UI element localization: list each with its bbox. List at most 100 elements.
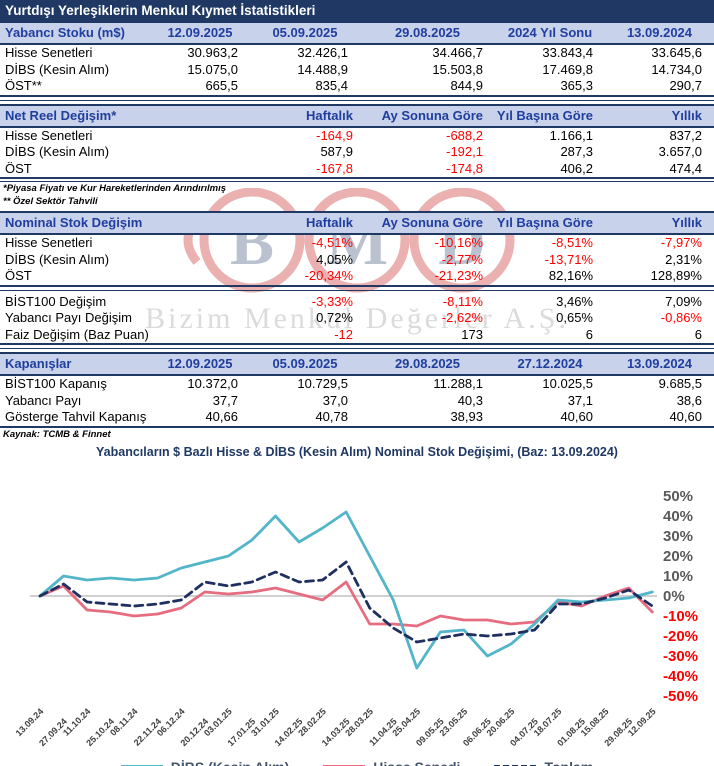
row-value: 17.469,8 xyxy=(542,61,593,77)
nominal-change-table: Nominal Stok Değişim Haftalık Ay Sonuna … xyxy=(0,211,714,287)
row-value: 665,5 xyxy=(150,78,250,97)
table-row: Gösterge Tahvil Kapanış 40,66 40,78 38,93 40… xyxy=(0,409,714,428)
legend-label: Hisse Senedi xyxy=(373,759,460,766)
row-value: -0,86% xyxy=(660,310,702,325)
row-value: 32.426,1 xyxy=(297,45,348,60)
row-value: 406,2 xyxy=(495,160,605,179)
table-row: Yabancı Payı 37,7 37,0 40,3 37,1 38,6 xyxy=(0,393,714,410)
net-real-header: Net Reel Değişim* Haftalık Ay Sonuna Gör… xyxy=(0,103,714,128)
row-value: 287,3 xyxy=(560,144,593,159)
row-value: 10.372,0 xyxy=(187,376,238,391)
row-value: -4,51% xyxy=(311,235,353,250)
row-value: -12 xyxy=(230,326,365,345)
row-value: 0,72% xyxy=(316,310,353,325)
table-row: ÖST -20,34% -21,23% 82,16% 128,89% xyxy=(0,268,714,287)
svg-text:30%: 30% xyxy=(663,528,693,545)
table-row: Hisse Senetleri -4,51% -10,16% -8,51% -7,97% xyxy=(0,234,714,252)
legend-line-swatch xyxy=(323,764,366,766)
chart-block: Yabancıların $ Bazlı Hisse & DİBS (Kesin… xyxy=(0,445,714,766)
table-row: Faiz Değişim (Baz Puan) -12 173 6 6 xyxy=(0,326,714,345)
footnote-ost: ** Özel Sektör Tahvili xyxy=(3,196,98,207)
table-row: Hisse Senetleri -164,9 -688,2 1.166,1 837,2 xyxy=(0,127,714,145)
row-value: 837,2 xyxy=(669,127,702,143)
row-value: 40,78 xyxy=(250,409,360,428)
svg-text:-10%: -10% xyxy=(663,608,698,625)
row-value: -21,23% xyxy=(365,268,495,287)
row-value: -2,62% xyxy=(441,310,483,325)
row-value: 33.843,4 xyxy=(542,45,593,60)
row-value: -192,1 xyxy=(446,144,483,159)
svg-text:20%: 20% xyxy=(663,548,693,565)
svg-text:50%: 50% xyxy=(663,488,693,505)
table-row: DİBS (Kesin Alım) 587,9 -192,1 287,3 3.657,0 xyxy=(0,144,714,161)
row-value: 10.025,5 xyxy=(542,376,593,391)
row-value: 37,1 xyxy=(567,392,593,408)
svg-text:40%: 40% xyxy=(663,508,693,525)
section-divider xyxy=(0,97,714,101)
row-value: 7,09% xyxy=(665,293,702,309)
row-value: -13,71% xyxy=(544,251,593,267)
row-value: 10.729,5 xyxy=(297,376,348,391)
row-value: 37,7 xyxy=(212,392,238,408)
legend-line-swatch xyxy=(120,764,163,766)
net-real-change-table: Net Reel Değişim* Haftalık Ay Sonuna Gör… xyxy=(0,103,714,180)
legend-label: DİBS (Kesin Alım) xyxy=(171,759,290,766)
footnote-market-price: *Piyasa Fiyatı ve Kur Hareketlerinden Ar… xyxy=(0,181,714,195)
svg-text:0%: 0% xyxy=(663,588,685,605)
page-title: Yurtdışı Yerleşiklerin Menkul Kıymet İst… xyxy=(0,0,714,21)
row-label: Hisse Senetleri xyxy=(5,127,93,143)
closings-header: Kapanışlar 12.09.2025 05.09.2025 29.08.2… xyxy=(0,352,714,376)
table-row: BİST100 Değişim -3,33% -8,11% 3,46% 7,09% xyxy=(0,294,714,311)
stock-header-label: Yabancı Stoku (m$) xyxy=(0,21,150,45)
section-divider xyxy=(0,345,714,349)
row-value: 14.734,0 xyxy=(651,61,702,77)
row-value: 37,0 xyxy=(322,392,348,408)
market-change-table: BİST100 Değişim -3,33% -8,11% 3,46% 7,09% Yab… xyxy=(0,294,714,346)
row-value: -8,51% xyxy=(551,235,593,250)
chart-legend: DİBS (Kesin Alım) Hisse Senedi Toplam xyxy=(0,759,714,766)
row-label: Gösterge Tahvil Kapanış xyxy=(0,409,150,428)
row-label: ÖST xyxy=(0,160,230,179)
svg-text:-40%: -40% xyxy=(663,668,698,685)
row-label: DİBS (Kesin Alım) xyxy=(5,144,110,159)
svg-text:13.09.24: 13.09.24 xyxy=(14,706,46,738)
row-value: -3,33% xyxy=(311,293,353,309)
row-value: 30.963,2 xyxy=(187,45,238,60)
row-value: 38,6 xyxy=(676,392,702,408)
row-label: Hisse Senetleri xyxy=(5,45,93,60)
svg-text:-30%: -30% xyxy=(663,648,698,665)
row-value: 34.466,7 xyxy=(432,45,483,60)
chart-title: Yabancıların $ Bazlı Hisse & DİBS (Kesin… xyxy=(96,444,618,459)
row-value: 0,65% xyxy=(556,310,593,325)
row-value: -164,9 xyxy=(316,127,353,143)
legend-item: Toplam xyxy=(494,759,593,766)
row-value: 835,4 xyxy=(250,78,360,97)
row-value: 40,66 xyxy=(150,409,250,428)
nominal-header: Nominal Stok Değişim Haftalık Ay Sonuna … xyxy=(0,211,714,235)
row-value: 2,31% xyxy=(665,251,702,267)
row-value: 40,60 xyxy=(605,409,714,428)
source-note: Kaynak: TCMB & Finnet xyxy=(3,428,111,440)
svg-text:-20%: -20% xyxy=(663,628,698,645)
row-value: 33.645,6 xyxy=(651,45,702,60)
row-value: 14.488,9 xyxy=(297,61,348,77)
row-value: 82,16% xyxy=(495,268,605,287)
row-value: 3,46% xyxy=(556,293,593,309)
row-value: 6 xyxy=(495,326,605,345)
legend-item: DİBS (Kesin Alım) xyxy=(120,759,290,766)
row-label: ÖST xyxy=(0,268,230,287)
row-value: 1.166,1 xyxy=(549,127,593,143)
table-row: ÖST** 665,5 835,4 844,9 365,3 290,7 xyxy=(0,78,714,97)
row-value: 15.075,0 xyxy=(187,61,238,77)
row-value: -167,8 xyxy=(230,160,365,179)
row-value: -7,97% xyxy=(660,235,702,250)
table-row: DİBS (Kesin Alım) 4,05% -2,77% -13,71% 2,31% xyxy=(0,252,714,269)
stock-header: Yabancı Stoku (m$) 12.09.2025 05.09.2025… xyxy=(0,21,714,45)
row-value: -8,11% xyxy=(442,293,483,309)
row-value: -10,16% xyxy=(434,235,483,250)
row-value: 474,4 xyxy=(605,160,714,179)
row-value: 587,9 xyxy=(320,144,353,159)
row-label: Faiz Değişim (Baz Puan) xyxy=(0,326,230,345)
legend-label: Toplam xyxy=(544,759,593,766)
